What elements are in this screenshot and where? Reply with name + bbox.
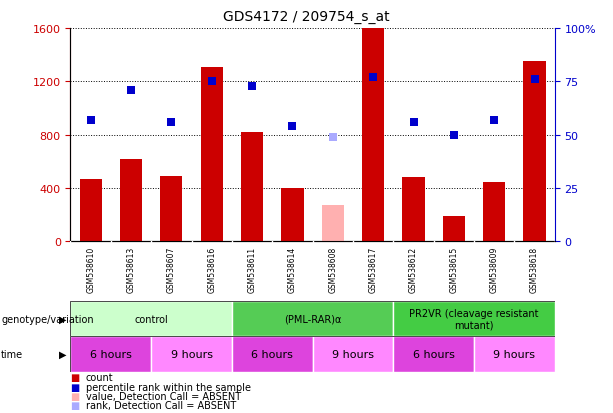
Point (489, 117, 499, 123)
Point (530, 77, 539, 83)
Point (409, 119, 419, 126)
Bar (232, 337, 313, 372)
Text: PR2VR (cleavage resistant
mutant): PR2VR (cleavage resistant mutant) (409, 308, 539, 330)
Text: GSM538612: GSM538612 (409, 247, 418, 292)
Point (247, 83, 257, 90)
Text: GSM538608: GSM538608 (329, 247, 337, 292)
Bar (241, 133, 263, 242)
Bar (80, 179, 102, 242)
Bar (151, 337, 232, 372)
Text: GDS4172 / 209754_s_at: GDS4172 / 209754_s_at (223, 10, 390, 24)
Bar (120, 159, 142, 242)
Text: GSM538614: GSM538614 (288, 247, 297, 292)
Text: ■: ■ (70, 373, 80, 382)
Point (86, 117, 96, 123)
Point (368, 74, 378, 81)
Text: GSM538616: GSM538616 (207, 247, 216, 292)
Point (328, 134, 338, 141)
Text: 9 hours: 9 hours (170, 349, 213, 359)
Text: control: control (134, 314, 168, 324)
Text: ■: ■ (70, 400, 80, 410)
Text: 6 hours: 6 hours (251, 349, 293, 359)
Bar (394, 301, 555, 337)
Text: 9 hours: 9 hours (332, 349, 374, 359)
Text: rank, Detection Call = ABSENT: rank, Detection Call = ABSENT (86, 400, 236, 410)
Bar (281, 188, 303, 242)
Text: GSM538617: GSM538617 (368, 247, 378, 292)
Point (287, 123, 297, 130)
Text: percentile rank within the sample: percentile rank within the sample (86, 382, 251, 392)
Text: 6 hours: 6 hours (413, 349, 455, 359)
Text: (PML-RAR)α: (PML-RAR)α (284, 314, 341, 324)
Text: GSM538609: GSM538609 (490, 247, 499, 293)
Bar (402, 178, 425, 242)
Text: GSM538610: GSM538610 (86, 247, 95, 292)
Bar (483, 183, 505, 242)
Bar (232, 301, 394, 337)
Bar (200, 67, 223, 242)
Text: time: time (1, 349, 23, 359)
Bar (322, 206, 344, 242)
Text: GSM538611: GSM538611 (248, 247, 257, 292)
Text: 9 hours: 9 hours (493, 349, 535, 359)
Text: GSM538607: GSM538607 (167, 247, 176, 293)
Bar (524, 62, 546, 242)
Point (449, 132, 459, 139)
Bar (313, 337, 394, 372)
Point (207, 79, 216, 85)
Text: GSM538613: GSM538613 (126, 247, 135, 292)
Text: 6 hours: 6 hours (90, 349, 132, 359)
Text: ▶: ▶ (59, 314, 66, 324)
Bar (394, 337, 474, 372)
Point (126, 87, 136, 94)
Bar (443, 216, 465, 242)
Bar (362, 29, 384, 242)
Bar (474, 337, 555, 372)
Text: GSM538615: GSM538615 (449, 247, 459, 292)
Bar (160, 176, 183, 242)
Text: count: count (86, 373, 113, 382)
Text: value, Detection Call = ABSENT: value, Detection Call = ABSENT (86, 391, 241, 401)
Point (167, 119, 177, 126)
Text: ▶: ▶ (59, 349, 66, 359)
Bar (70, 337, 151, 372)
Text: genotype/variation: genotype/variation (1, 314, 94, 324)
Text: GSM538618: GSM538618 (530, 247, 539, 292)
Text: ■: ■ (70, 382, 80, 392)
Text: ■: ■ (70, 391, 80, 401)
Bar (70, 301, 232, 337)
